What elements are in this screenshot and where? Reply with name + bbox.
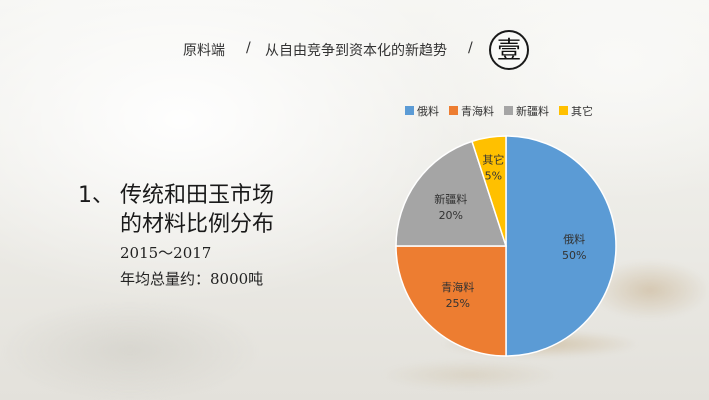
slide-header: 原料端 / 从自由竞争到资本化的新趋势 / [0,30,709,70]
legend-label-4: 其它 [571,104,593,118]
legend-swatch-3 [504,106,513,115]
heading-line-1: 传统和田玉市场 [120,183,275,208]
heading-line-2: 的材料比例分布 [120,212,275,237]
slice-value-1: 50% [562,249,586,262]
legend-label-3: 新疆料 [516,104,549,118]
marble-stain [380,360,560,390]
slice-label-4: 其它 [482,153,504,167]
pie-slice-1 [505,135,617,357]
slice-label-1: 俄料 [563,232,585,246]
chart-legend: 俄料 青海料 新疆料 其它 [405,104,593,118]
subtitle: 从自由竞争到资本化的新趋势 [265,43,447,59]
slice-label-2: 青海料 [441,280,474,294]
separator: / [468,40,473,56]
marble-stain [0,300,260,400]
annual-total: 年均总量约：8000吨 [120,270,264,288]
slice-value-4: 5% [485,170,502,183]
slice-value-3: 20% [439,209,463,222]
legend-swatch-1 [405,106,414,115]
section-title: 原料端 [183,43,225,59]
year-range: 2015～2017 [120,244,212,262]
chapter-badge: 壹 [489,30,529,70]
slice-label-3: 新疆料 [434,192,467,206]
pie-labels: 俄料 50% 青海料 25% 新疆料 20% 其它 5% [434,153,586,311]
legend-label-1: 俄料 [417,104,439,118]
slice-value-2: 25% [446,297,470,310]
item-number: 1、 [78,183,114,208]
legend-swatch-2 [449,106,458,115]
legend-swatch-4 [559,106,568,115]
pie-slice-2 [395,245,507,357]
legend-label-2: 青海料 [461,104,494,118]
pie-slice-3 [395,140,508,247]
separator: / [246,40,251,56]
pie-slice-4 [471,135,507,247]
pie-slices [395,135,617,357]
